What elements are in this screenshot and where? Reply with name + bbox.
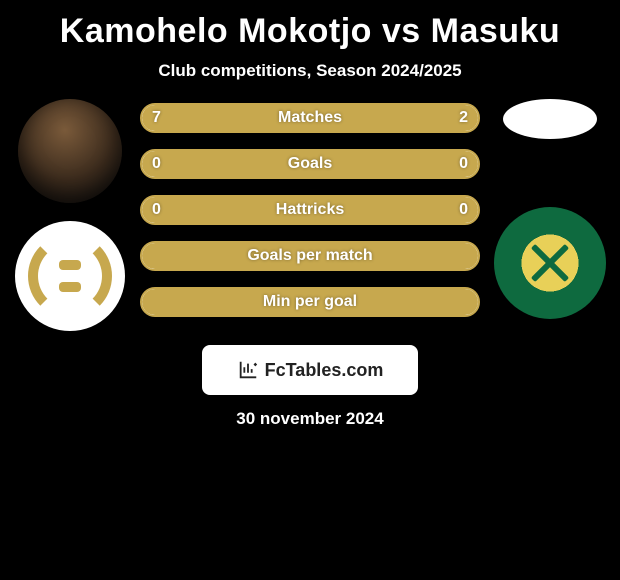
date-text: 30 november 2024 (10, 409, 610, 429)
page-title: Kamohelo Mokotjo vs Masuku (10, 12, 610, 51)
bar-value-right: 0 (459, 201, 468, 219)
brand-text: FcTables.com (265, 360, 384, 381)
bar-fill-right (310, 151, 478, 177)
player2-avatar (503, 99, 597, 139)
bar-value-left: 7 (152, 109, 161, 127)
subtitle: Club competitions, Season 2024/2025 (10, 61, 610, 81)
bar-fill-left (142, 151, 310, 177)
bar-value-left: 0 (152, 201, 161, 219)
stat-bar: Min per goal (140, 287, 480, 317)
bar-label: Matches (278, 109, 342, 127)
stat-bar: Goals 0 0 (140, 149, 480, 179)
stat-bar: Hattricks 0 0 (140, 195, 480, 225)
comparison-panel: Matches 7 2 Goals 0 0 Hattricks 0 0 Goals per mat… (10, 99, 610, 331)
bar-label: Goals (288, 155, 332, 173)
bar-value-right: 2 (459, 109, 468, 127)
player2-club-badge (494, 207, 606, 319)
bar-value-right: 0 (459, 155, 468, 173)
bar-label: Min per goal (263, 293, 357, 311)
bar-label: Hattricks (276, 201, 344, 219)
stat-bar: Matches 7 2 (140, 103, 480, 133)
brand-badge: FcTables.com (202, 345, 418, 395)
stat-bars: Matches 7 2 Goals 0 0 Hattricks 0 0 Goals per mat… (140, 99, 480, 317)
bar-fill-left (142, 105, 404, 131)
player1-avatar (18, 99, 122, 203)
chart-icon (237, 359, 259, 381)
bar-label: Goals per match (247, 247, 372, 265)
stat-bar: Goals per match (140, 241, 480, 271)
player1-club-badge (15, 221, 125, 331)
bar-value-left: 0 (152, 155, 161, 173)
